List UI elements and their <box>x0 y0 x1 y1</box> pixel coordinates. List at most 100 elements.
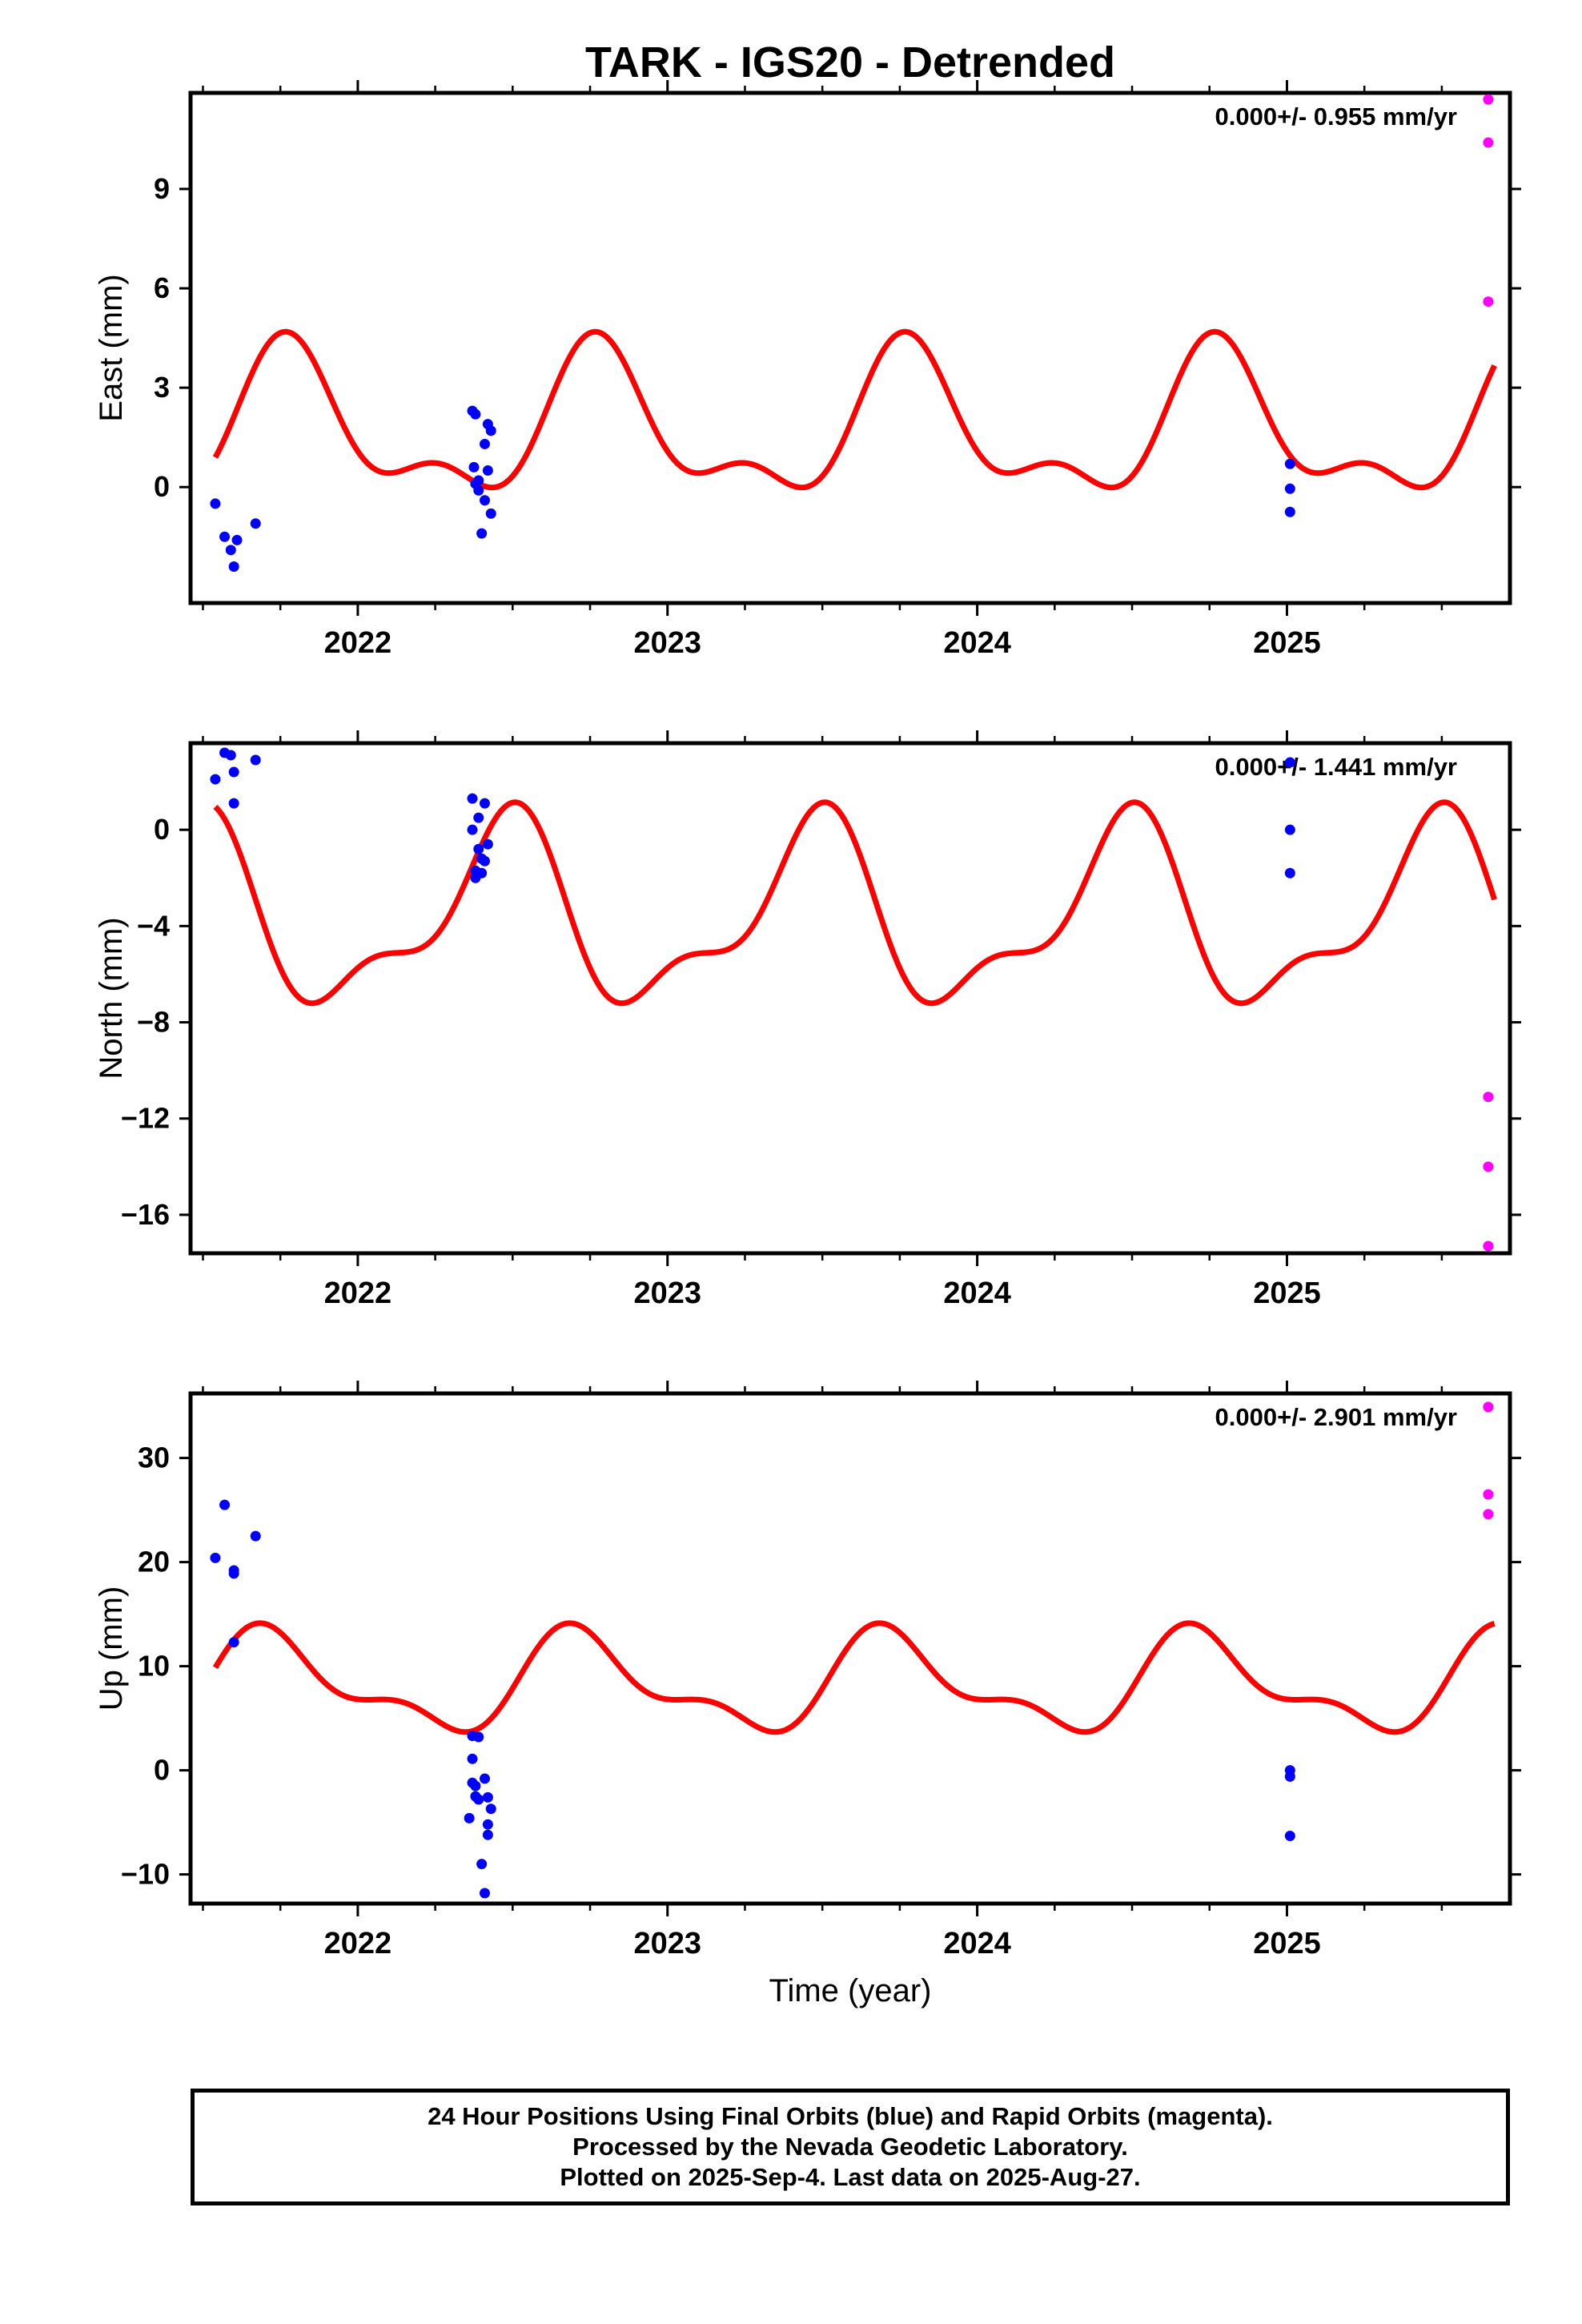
final-orbit-point <box>1284 483 1295 494</box>
final-orbit-point <box>482 1819 493 1830</box>
final-orbit-point <box>482 838 493 850</box>
final-orbit-point <box>482 1829 493 1840</box>
final-orbit-point <box>464 1812 475 1823</box>
final-orbit-point <box>476 528 488 539</box>
rapid-orbit-point <box>1483 1489 1494 1500</box>
final-orbit-point <box>473 485 484 496</box>
rapid-orbit-point <box>1483 1240 1494 1252</box>
final-orbit-point <box>482 465 493 476</box>
trend-annotation-up: 0.000+/- 2.901 mm/yr <box>1215 1403 1457 1431</box>
final-orbit-point <box>480 1888 491 1899</box>
final-orbit-point <box>482 1791 493 1803</box>
final-orbit-point <box>473 1731 484 1743</box>
panel-up: −10 0 10 20 30 2022 2023 2024 2025 Up (mm) Time (y… <box>94 1381 1521 2008</box>
final-orbit-point <box>219 531 231 542</box>
y-tick-label: −12 <box>121 1102 170 1135</box>
final-orbit-point <box>228 766 239 778</box>
y-tick-label: 0 <box>154 470 170 503</box>
final-orbit-point <box>250 1530 261 1542</box>
y-tick-label: 3 <box>154 371 170 404</box>
rapid-orbit-point <box>1483 296 1494 308</box>
final-orbit-point <box>473 1794 484 1805</box>
final-orbit-point <box>470 1780 481 1791</box>
plot-panels: 0 3 6 9 2022 2023 2024 2025 East (mm) 0.000+/- 0.… <box>94 80 1521 2008</box>
x-tick-label: 2025 <box>1253 1927 1321 1960</box>
final-orbit-point <box>473 812 484 823</box>
final-orbit-point <box>1284 458 1295 469</box>
final-orbit-point <box>473 843 484 854</box>
panel-north: −16 −12 −8 −4 0 2022 2023 2024 2025 North (mm) 0.0… <box>94 730 1521 1310</box>
caption-box: 24 Hour Positions Using Final Orbits (bl… <box>191 2089 1510 2205</box>
caption-line-3: Plotted on 2025-Sep-4. Last data on 2025… <box>560 2163 1141 2191</box>
x-tick-label: 2022 <box>324 1927 392 1960</box>
x-tick-label: 2024 <box>943 1277 1011 1310</box>
trend-annotation-east: 0.000+/- 0.955 mm/yr <box>1215 103 1457 131</box>
final-orbit-point <box>250 518 261 529</box>
y-tick-label: −10 <box>121 1858 170 1891</box>
final-orbit-point <box>210 498 221 509</box>
final-orbit-point <box>219 1499 231 1510</box>
final-orbit-point <box>228 1568 239 1579</box>
y-tick-label: −16 <box>121 1198 170 1231</box>
final-orbit-point <box>228 561 239 572</box>
y-axis-label-east: East (mm) <box>94 274 129 421</box>
y-tick-label: 30 <box>138 1441 170 1474</box>
rapid-orbit-point <box>1483 1509 1494 1520</box>
final-orbit-point <box>210 774 221 785</box>
final-orbit-point <box>480 855 491 866</box>
final-orbit-point <box>485 1803 496 1815</box>
final-orbit-point <box>228 798 239 809</box>
y-tick-label: 6 <box>154 271 170 304</box>
trend-annotation-north: 0.000+/- 1.441 mm/yr <box>1215 753 1457 781</box>
final-orbit-point <box>1284 1771 1295 1782</box>
caption-line-1: 24 Hour Positions Using Final Orbits (bl… <box>428 2102 1273 2130</box>
x-tick-label: 2023 <box>633 1277 701 1310</box>
x-tick-label: 2023 <box>633 1927 701 1960</box>
x-tick-label: 2025 <box>1253 626 1321 660</box>
y-tick-label: 0 <box>154 1754 170 1787</box>
final-orbit-point <box>250 754 261 766</box>
final-orbit-point <box>468 461 480 472</box>
final-orbit-point <box>1284 824 1295 835</box>
final-orbit-point <box>473 475 484 486</box>
final-orbit-point <box>210 1552 221 1563</box>
final-orbit-point <box>231 534 243 545</box>
y-tick-label: 0 <box>154 813 170 846</box>
y-tick-label: 20 <box>138 1546 170 1578</box>
rapid-orbit-point <box>1483 1161 1494 1172</box>
final-orbit-point <box>228 1637 239 1648</box>
x-tick-label: 2024 <box>943 1927 1011 1960</box>
x-axis-label: Time (year) <box>769 1973 932 2008</box>
final-orbit-point <box>480 1773 491 1784</box>
y-tick-label: −8 <box>137 1006 170 1039</box>
final-orbit-point <box>470 408 481 420</box>
final-orbit-point <box>1284 1831 1295 1841</box>
plot-frame-east <box>188 90 1512 605</box>
final-orbit-point <box>467 793 478 804</box>
final-orbit-point <box>480 495 491 506</box>
final-orbit-point <box>467 1753 478 1764</box>
final-orbit-point <box>480 438 491 449</box>
seasonal-fit-curve-east <box>212 328 1497 491</box>
y-tick-label: 10 <box>138 1650 170 1683</box>
chart-title: TARK - IGS20 - Detrended <box>585 38 1115 86</box>
x-tick-label: 2022 <box>324 1277 392 1310</box>
final-orbit-point <box>485 425 496 436</box>
final-orbit-point <box>225 545 236 556</box>
x-tick-label: 2025 <box>1253 1277 1321 1310</box>
y-axis-label-up: Up (mm) <box>94 1586 129 1711</box>
final-orbit-point <box>476 1859 488 1870</box>
y-tick-label: 9 <box>154 172 170 205</box>
y-axis-label-north: North (mm) <box>94 917 129 1079</box>
final-orbit-point <box>485 508 496 519</box>
plot-frame-north <box>188 741 1512 1256</box>
seasonal-fit-curve-up <box>212 1620 1496 1735</box>
final-orbit-point <box>467 824 478 835</box>
plot-frame-up <box>188 1391 1512 1906</box>
panel-east: 0 3 6 9 2022 2023 2024 2025 East (mm) 0.000+/- 0.… <box>94 80 1521 660</box>
x-tick-label: 2024 <box>943 626 1011 660</box>
final-orbit-point <box>476 867 488 879</box>
seasonal-fit-curve-north <box>213 799 1497 1007</box>
final-orbit-point <box>1284 757 1295 768</box>
